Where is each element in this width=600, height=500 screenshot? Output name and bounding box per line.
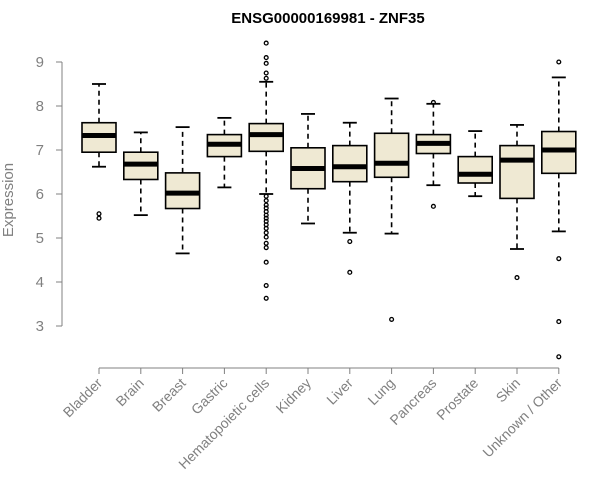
outlier-point <box>556 354 562 360</box>
x-tick-label: Skin <box>493 375 524 406</box>
y-axis-label: Expression <box>0 163 17 237</box>
x-tick-label: Breast <box>149 375 189 415</box>
chart-title: ENSG00000169981 - ZNF35 <box>231 10 424 27</box>
box <box>248 122 284 153</box>
outlier-point <box>556 319 562 325</box>
box-group <box>540 59 577 360</box>
box-group <box>206 116 243 189</box>
outlier-point <box>430 203 436 209</box>
box-group <box>81 83 117 221</box>
outlier-point <box>263 215 269 221</box>
outlier-point <box>263 60 269 66</box>
y-tick-label: 3 <box>36 318 44 335</box>
box-group <box>248 40 284 301</box>
outlier-point <box>263 70 269 76</box>
x-tick-label: Kidney <box>273 375 315 417</box>
outlier-point <box>263 245 269 251</box>
y-axis: 3 4 5 6 7 8 9 <box>36 54 63 335</box>
box-group <box>415 99 452 209</box>
box-group <box>164 126 201 255</box>
box-group <box>290 113 326 225</box>
outlier-point <box>263 55 269 61</box>
box <box>331 144 368 183</box>
outlier-point <box>96 211 102 217</box>
box-group <box>331 121 368 275</box>
outlier-point <box>389 316 395 322</box>
box-group <box>499 124 535 281</box>
box-group <box>457 130 494 198</box>
x-tick-label: Liver <box>323 375 356 408</box>
outlier-point <box>263 225 269 231</box>
box-group <box>123 131 159 217</box>
box <box>373 132 410 179</box>
box-group <box>373 97 410 322</box>
outlier-point <box>263 193 269 199</box>
outlier-point <box>263 234 269 240</box>
outlier-point <box>347 269 353 275</box>
outlier-point <box>263 230 269 236</box>
outlier-point <box>263 259 269 265</box>
box <box>457 155 494 184</box>
outlier-point <box>263 295 269 301</box>
box <box>499 144 535 200</box>
outlier-point <box>514 275 520 281</box>
outlier-point <box>263 75 269 81</box>
outlier-point <box>263 198 269 204</box>
y-tick-label: 5 <box>36 230 44 247</box>
outlier-point <box>347 238 353 245</box>
outlier-point <box>263 202 269 208</box>
outlier-point <box>556 59 562 65</box>
outlier-point <box>96 215 102 221</box>
x-tick-label: Prostate <box>433 375 481 423</box>
y-tick-label: 6 <box>36 186 44 203</box>
x-tick-label: Brain <box>112 375 146 409</box>
outlier-point <box>556 256 562 262</box>
outlier-point <box>263 282 269 289</box>
y-tick-label: 8 <box>36 98 44 115</box>
outlier-point <box>263 240 269 246</box>
y-tick-label: 4 <box>36 274 44 291</box>
x-tick-label: Unknown / Other <box>479 375 565 461</box>
outlier-point <box>263 40 269 46</box>
outlier-point <box>263 212 269 218</box>
x-tick-label: Bladder <box>60 375 106 421</box>
plot-area <box>81 40 577 360</box>
outlier-point <box>430 99 436 106</box>
y-tick-label: 9 <box>36 54 44 71</box>
x-tick-label: Lung <box>364 375 397 408</box>
y-tick-label: 7 <box>36 142 44 159</box>
